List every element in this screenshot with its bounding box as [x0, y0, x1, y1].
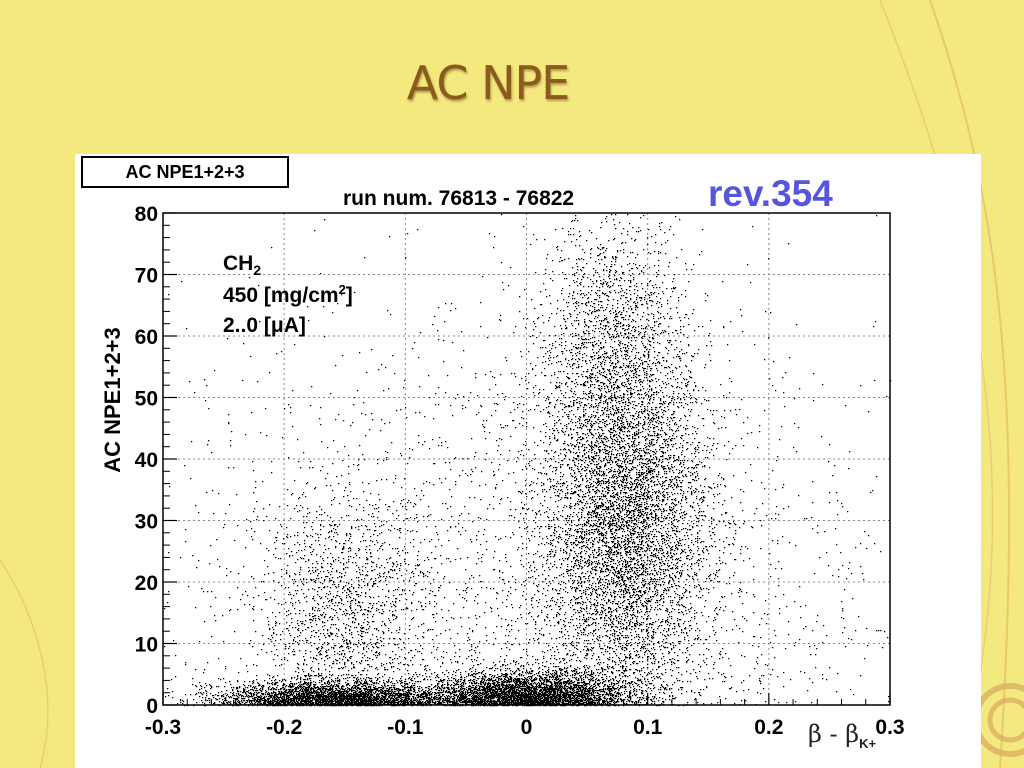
y-tick-label: 0	[146, 695, 158, 718]
thickness-superscript: 2	[338, 282, 346, 297]
chart-panel: -0.3 -0.2 -0.1 0 0.1 0.2 0.3 0 10 20 30 40 50 60 70 80 …	[75, 154, 981, 768]
scatter-plot: -0.3 -0.2 -0.1 0 0.1 0.2 0.3 0 10 20 30 40 50 60 70 80	[135, 203, 905, 739]
y-tick-label: 20	[135, 572, 158, 595]
x-tick-label: 0.3	[875, 716, 904, 739]
revision-label: rev.354	[708, 173, 833, 214]
chart-title: run num. 76813 - 76822	[343, 187, 575, 210]
x-tick-label: 0.1	[633, 716, 663, 739]
thickness-value: 450 [mg/cm	[223, 284, 339, 307]
y-tick-label: 70	[135, 265, 158, 288]
y-tick-label: 50	[135, 388, 158, 411]
y-tick-label: 60	[135, 326, 158, 349]
thickness-annotation: 450 [mg/cm2]	[223, 282, 353, 308]
histogram-name-box: AC NPE1+2+3	[81, 156, 289, 188]
x-tick-label: -0.2	[266, 716, 302, 739]
y-tick-label: 80	[135, 203, 158, 226]
x-tick-label: -0.3	[145, 716, 181, 739]
y-tick-label: 30	[135, 511, 158, 534]
x-tick-label: -0.1	[387, 716, 424, 739]
target-annotation: CH2	[223, 252, 261, 278]
x-axis-label: β - βK+	[808, 720, 877, 751]
slide-title: AC NPE	[406, 56, 571, 110]
target-material-subscript: 2	[253, 262, 262, 279]
thickness-bracket: ]	[345, 284, 353, 307]
current-annotation: 2..0 [μA]	[223, 314, 306, 337]
x-tick-label: 0	[521, 716, 533, 739]
x-tick-label: 0.2	[754, 716, 783, 739]
target-material: CH	[223, 252, 254, 275]
y-tick-label: 10	[135, 634, 158, 657]
y-tick-label: 40	[135, 449, 158, 472]
